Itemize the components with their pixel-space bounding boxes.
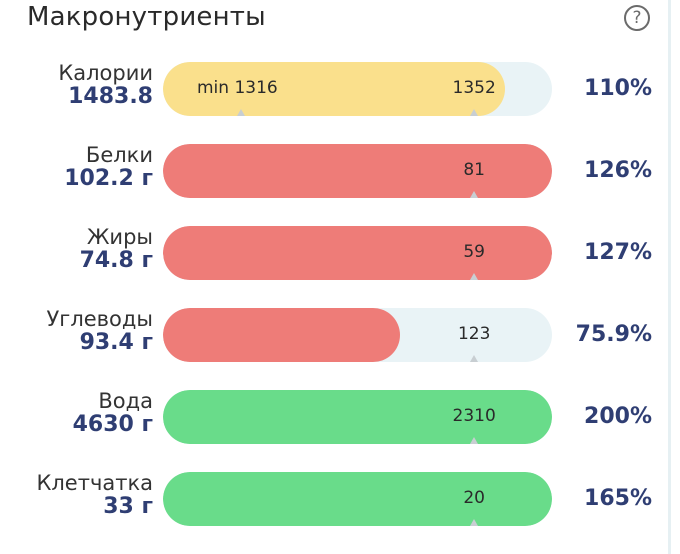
nutrient-value: 4630 г — [72, 412, 153, 437]
target-label: 20 — [463, 488, 486, 508]
target-marker-icon — [470, 109, 479, 116]
progress-fill — [163, 472, 552, 526]
nutrient-row[interactable]: Углеводы 93.4 г 123 75.9% — [0, 307, 668, 364]
nutrient-name: Углеводы — [46, 307, 154, 331]
nutrient-value: 93.4 г — [79, 330, 153, 355]
help-icon[interactable]: ? — [624, 5, 650, 31]
min-marker-icon — [236, 109, 245, 116]
nutrient-label: Жиры 74.8 г — [80, 225, 153, 273]
nutrient-name: Белки — [85, 143, 153, 167]
nutrient-label: Углеводы 93.4 г — [47, 307, 154, 355]
nutrient-label: Калории 1483.8 — [58, 61, 153, 109]
target-marker-icon — [470, 273, 479, 280]
progress-bar: 59 — [163, 226, 552, 280]
percent-label: 126% — [584, 158, 652, 183]
progress-bar: 20 — [163, 472, 552, 526]
percent-label: 110% — [584, 76, 652, 101]
progress-bar: 123 — [163, 308, 552, 362]
progress-bar: 2310 — [163, 390, 552, 444]
progress-fill — [163, 226, 552, 280]
nutrient-row[interactable]: Клетчатка 33 г 20 165% — [0, 471, 668, 528]
nutrient-label: Вода 4630 г — [73, 389, 153, 437]
nutrient-name: Калории — [58, 61, 153, 85]
target-label: 123 — [457, 324, 491, 344]
percent-label: 165% — [584, 486, 652, 511]
target-marker-icon — [470, 437, 479, 444]
nutrient-row[interactable]: Жиры 74.8 г 59 127% — [0, 225, 668, 282]
progress-fill — [163, 390, 552, 444]
nutrient-value: 33 г — [103, 494, 153, 519]
progress-bar: 81 — [163, 144, 552, 198]
nutrient-name: Клетчатка — [36, 471, 153, 495]
progress-fill — [163, 62, 506, 116]
target-label: 59 — [463, 242, 486, 262]
percent-label: 127% — [584, 240, 652, 265]
target-marker-icon — [470, 355, 479, 362]
min-label: min 1316 — [197, 78, 278, 98]
progress-fill — [163, 308, 401, 362]
nutrient-row[interactable]: Белки 102.2 г 81 126% — [0, 143, 668, 200]
nutrient-name: Вода — [98, 389, 153, 413]
target-marker-icon — [470, 519, 479, 526]
nutrient-value: 102.2 г — [64, 166, 153, 191]
nutrient-label: Клетчатка 33 г — [36, 471, 153, 519]
target-marker-icon — [470, 191, 479, 198]
target-label: 1352 — [452, 78, 496, 98]
target-label: 2310 — [452, 406, 496, 426]
progress-fill — [163, 144, 552, 198]
nutrient-label: Белки 102.2 г — [64, 143, 153, 191]
target-label: 81 — [463, 160, 486, 180]
progress-bar: min 1316 1352 — [163, 62, 552, 116]
nutrient-row[interactable]: Калории 1483.8 min 1316 1352 110% — [0, 61, 668, 118]
percent-label: 75.9% — [575, 322, 652, 347]
percent-label: 200% — [584, 404, 652, 429]
nutrient-row[interactable]: Вода 4630 г 2310 200% — [0, 389, 668, 446]
nutrient-name: Жиры — [86, 225, 153, 249]
nutrient-value: 74.8 г — [79, 248, 153, 273]
card-title: Макронутриенты — [27, 2, 266, 32]
nutrient-value: 1483.8 — [68, 84, 153, 109]
